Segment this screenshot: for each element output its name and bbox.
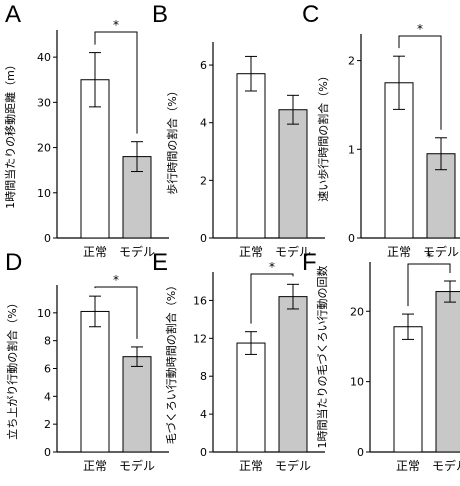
category-label: モデル <box>119 244 155 259</box>
y-tick-label: 0 <box>357 446 364 459</box>
panel-d: D 0 2 4 6 8 10 立ち上がり行動の割合（%） 正常 モデル * <box>5 249 169 473</box>
y-tick-label: 8 <box>44 335 51 348</box>
y-axis-label: 速い歩行時間の割合（%） <box>316 70 330 201</box>
significance-marker: * <box>113 18 119 32</box>
bar-normal <box>236 73 266 239</box>
panel-letter: F <box>302 249 317 276</box>
y-tick-label: 12 <box>193 332 207 345</box>
y-tick-label: 1 <box>348 143 355 156</box>
bar-model <box>435 291 460 453</box>
y-tick-label: 0 <box>348 232 355 245</box>
significance-bracket <box>407 263 451 307</box>
y-tick-label: 20 <box>37 142 51 155</box>
category-label: モデル <box>119 458 155 473</box>
y-tick-label: 2 <box>348 55 355 68</box>
y-tick-label: 0 <box>44 232 51 245</box>
y-axis-label: 1時間当たりの移動距離（m） <box>3 59 17 209</box>
y-tick-label: 0 <box>200 232 207 245</box>
y-tick-label: 2 <box>44 418 51 431</box>
panel-b: B 0 2 4 6 歩行時間の割合（%） 正常 モデル <box>152 1 325 259</box>
bar-normal <box>236 342 266 453</box>
y-tick-label: 6 <box>200 59 207 72</box>
y-tick-label: 0 <box>200 446 207 459</box>
panel-letter: E <box>152 249 168 276</box>
y-axis-label: 歩行時間の割合（%） <box>165 85 179 194</box>
panel-a: A 0 10 20 30 40 1時間当たりの移動距離（m） 正常 モデル * <box>3 1 169 259</box>
category-label: モデル <box>423 244 459 259</box>
category-label: 正常 <box>83 459 107 473</box>
bar-normal <box>80 310 110 453</box>
panel-letter: B <box>152 1 168 28</box>
bar-model <box>278 296 308 453</box>
category-label: モデル <box>275 244 311 259</box>
panel-letter: C <box>302 1 319 28</box>
y-axis-label: 立ち上がり行動の割合（%） <box>5 297 19 439</box>
significance-bracket <box>250 273 294 324</box>
y-tick-label: 2 <box>200 174 207 187</box>
category-label: 正常 <box>83 245 107 259</box>
bar-normal <box>393 326 423 453</box>
y-axis-label: 1時間当たりの毛づくろい行動の回数 <box>315 266 329 449</box>
y-tick-label: 0 <box>44 446 51 459</box>
significance-bracket <box>94 31 138 134</box>
panel-e: E 0 4 8 12 16 毛づくろい行動時間の割合（%） 正常 モデル * <box>152 249 325 473</box>
y-tick-label: 4 <box>200 117 207 130</box>
y-tick-label: 10 <box>37 187 51 200</box>
y-tick-label: 8 <box>200 370 207 383</box>
bar-model <box>122 356 152 453</box>
y-tick-label: 6 <box>44 363 51 376</box>
y-tick-label: 40 <box>37 51 51 64</box>
panel-letter: A <box>5 1 21 28</box>
y-tick-label: 10 <box>37 307 51 320</box>
y-tick-label: 4 <box>44 390 51 403</box>
y-tick-label: 20 <box>350 305 364 318</box>
category-label: 正常 <box>239 245 263 259</box>
category-label: 正常 <box>396 459 420 473</box>
panel-f: F 0 10 20 1時間当たりの毛づくろい行動の回数正常モデル * <box>302 249 460 473</box>
significance-marker: * <box>426 250 432 264</box>
bar-model <box>278 109 308 239</box>
category-label: 正常 <box>239 459 263 473</box>
category-label: モデル <box>275 458 311 473</box>
panel-c: C 0 1 2 速い歩行時間の割合（%） 正常 モデル * <box>302 1 460 259</box>
significance-bracket <box>94 286 138 339</box>
y-tick-label: 16 <box>193 294 207 307</box>
significance-marker: * <box>113 273 119 287</box>
panel-letter: D <box>5 249 22 276</box>
y-tick-label: 10 <box>350 376 364 389</box>
significance-marker: * <box>269 260 275 274</box>
category-label: モデル <box>432 458 460 473</box>
y-axis-label: 毛づくろい行動時間の割合（%） <box>164 280 178 444</box>
category-label: 正常 <box>387 245 411 259</box>
y-tick-label: 4 <box>200 408 207 421</box>
y-tick-label: 30 <box>37 96 51 109</box>
significance-bracket <box>398 35 442 130</box>
significance-marker: * <box>417 22 423 36</box>
